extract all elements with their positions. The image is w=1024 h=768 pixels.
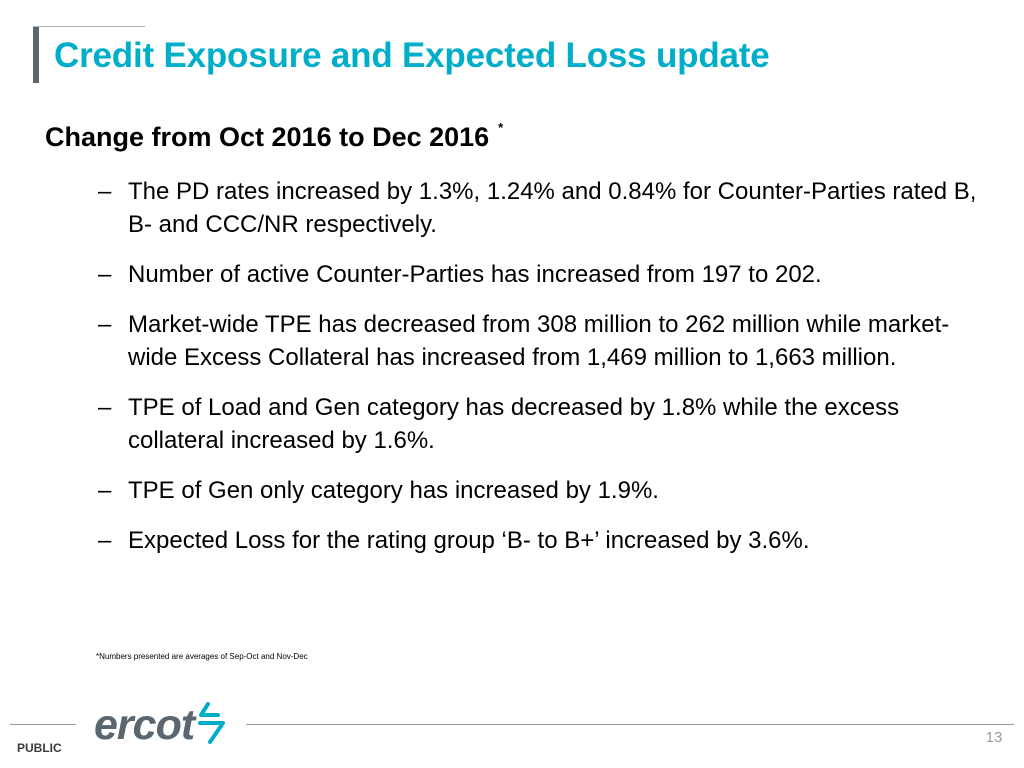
title-top-rule — [33, 26, 145, 27]
bullet-dash: – — [98, 178, 112, 205]
bullet-text: The PD rates increased by 1.3%, 1.24% an… — [128, 178, 977, 238]
bullet-dash: – — [98, 527, 112, 554]
classification-label: PUBLIC — [17, 741, 62, 755]
bullet-dash: – — [98, 311, 112, 338]
title-accent-bar — [33, 27, 39, 83]
ercot-lightning-mark-icon — [198, 702, 226, 744]
footnote-marker: * — [498, 120, 504, 135]
bullet-dash: – — [98, 261, 112, 288]
bullet-dash: – — [98, 394, 112, 421]
list-item: – Number of active Counter-Parties has in… — [98, 258, 978, 291]
bullet-text: Expected Loss for the rating group ‘B- t… — [128, 527, 810, 554]
page-number: 13 — [985, 729, 1003, 746]
section-heading: Change from Oct 2016 to Dec 2016 * — [45, 120, 503, 153]
footer-rule-left — [10, 724, 76, 725]
list-item: – Expected Loss for the rating group ‘B- … — [98, 524, 978, 557]
bullet-dash: – — [98, 477, 112, 504]
list-item: – The PD rates increased by 1.3%, 1.24% a… — [98, 175, 978, 241]
section-heading-text: Change from Oct 2016 to Dec 2016 — [45, 122, 490, 152]
list-item: – Market-wide TPE has decreased from 308 … — [98, 308, 978, 374]
list-item: – TPE of Gen only category has increased … — [98, 474, 978, 507]
bullet-list: – The PD rates increased by 1.3%, 1.24% a… — [98, 175, 978, 574]
bullet-text: TPE of Load and Gen category has decreas… — [128, 394, 900, 454]
footer-rule-right — [246, 724, 1014, 725]
list-item: – TPE of Load and Gen category has decrea… — [98, 391, 978, 457]
bullet-text: Number of active Counter-Parties has inc… — [128, 261, 822, 288]
footnote: *Numbers presented are averages of Sep-O… — [96, 652, 308, 661]
logo-wordmark: ercot — [94, 700, 195, 749]
ercot-logo: ercot — [94, 700, 230, 750]
slide-title: Credit Exposure and Expected Loss update — [54, 36, 770, 75]
bullet-text: Market-wide TPE has decreased from 308 m… — [128, 311, 950, 371]
bullet-text: TPE of Gen only category has increased b… — [128, 477, 659, 504]
